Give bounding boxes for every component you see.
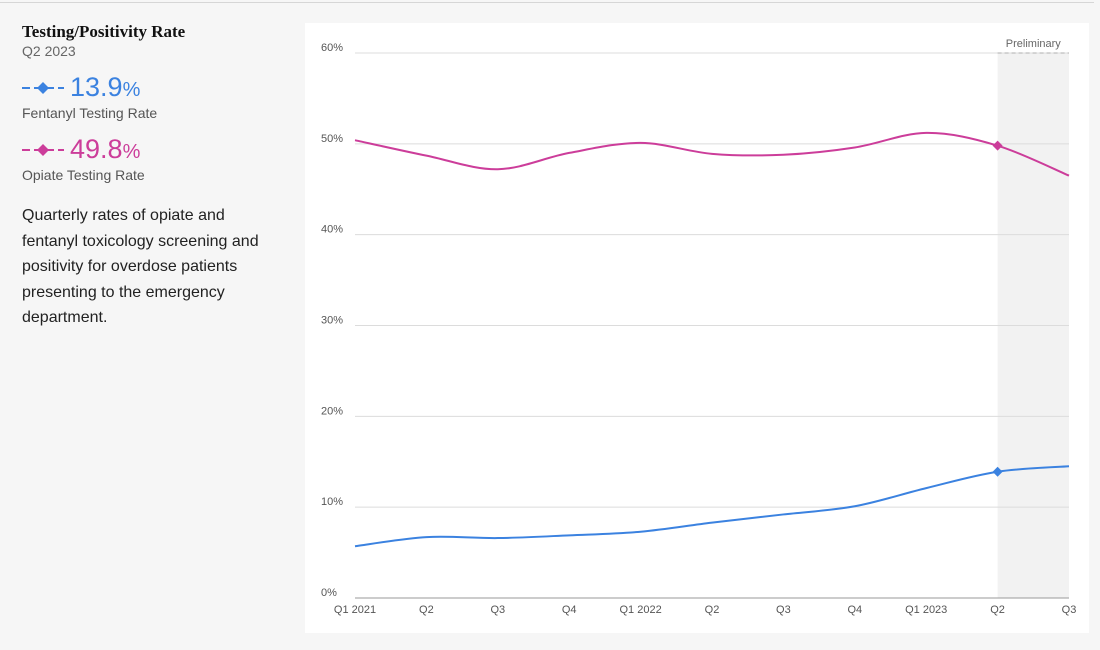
x-tick-label: Q4 [847,604,862,616]
line-diamond-legend-icon [22,82,64,94]
x-tick-label: Q2 [419,604,434,616]
x-tick-label: Q3 [490,604,505,616]
x-tick-label: Q1 2021 [334,604,376,616]
x-tick-label: Q2 [705,604,720,616]
y-tick-label: 50% [321,133,343,145]
metric-opiate: 49.8% Opiate Testing Rate [22,133,282,183]
preliminary-label: Preliminary [1006,38,1062,50]
fentanyl-rate-value: 13.9 [70,71,123,102]
top-divider [0,2,1094,3]
fentanyl-rate-label: Fentanyl Testing Rate [22,105,158,121]
x-tick-label: Q2 [990,604,1005,616]
fentanyl-rate-unit: % [122,78,141,101]
x-tick-label: Q3 [1062,604,1077,616]
chart-description: Quarterly rates of opiate and fentanyl t… [22,207,259,326]
chart-card: Preliminary 0% 10% 20% 30% 40% 50% 60% Q1 2021 Q2… [305,23,1089,633]
y-tick-label: 30% [321,315,343,327]
summary-panel: Testing/Positivity Rate Q2 2023 13.9% Fe… [22,22,282,331]
x-tick-label: Q1 2022 [619,604,661,616]
line-diamond-legend-icon [22,144,64,156]
panel-title: Testing/Positivity Rate [22,22,186,41]
opiate-rate-unit: % [122,140,141,163]
opiate-testing-rate-highlight-point [992,140,1003,151]
y-tick-label: 40% [321,224,343,236]
x-tick-label: Q3 [776,604,791,616]
x-tick-label: Q1 2023 [905,604,947,616]
period-label: Q2 2023 [22,43,76,59]
fentanyl-testing-rate-line [354,465,1070,548]
line-chart: Preliminary 0% 10% 20% 30% 40% 50% 60% Q1 2021 Q2… [321,38,1077,616]
opiate-rate-value: 49.8 [70,133,123,164]
y-tick-label: 20% [321,405,343,417]
y-tick-label: 0% [321,587,337,599]
x-tick-label: Q4 [562,604,577,616]
metric-fentanyl: 13.9% Fentanyl Testing Rate [22,71,282,121]
y-tick-label: 60% [321,42,343,54]
opiate-testing-rate-line [354,131,1070,177]
opiate-rate-label: Opiate Testing Rate [22,167,145,183]
fentanyl-testing-rate-highlight-point [992,466,1003,477]
y-tick-label: 10% [321,496,343,508]
